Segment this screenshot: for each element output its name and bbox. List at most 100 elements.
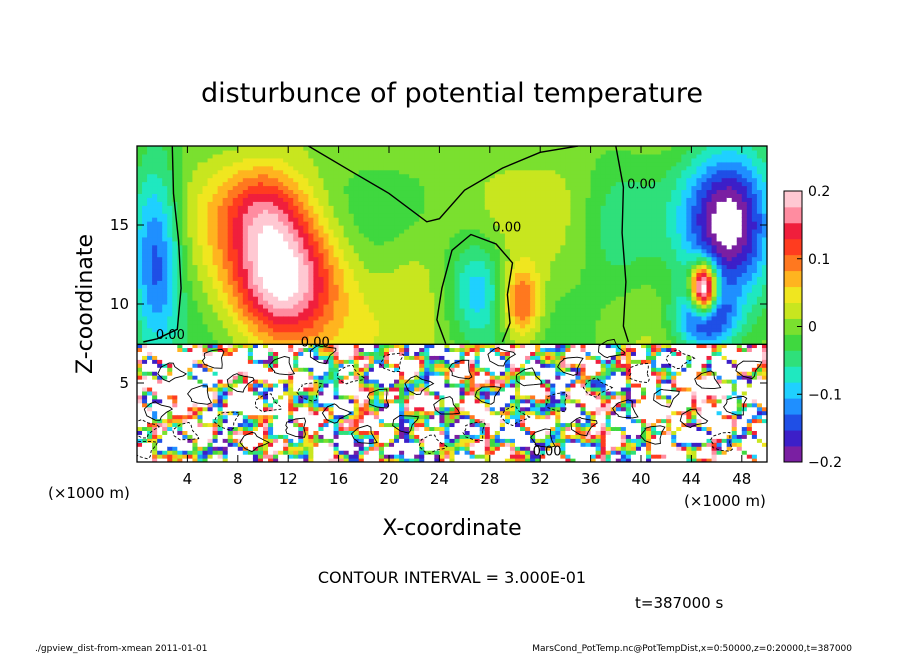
heatmap-cell bbox=[177, 197, 183, 202]
heatmap-cell bbox=[358, 311, 365, 317]
heatmap-cell bbox=[404, 288, 410, 293]
heatmap-cell bbox=[242, 390, 249, 396]
heatmap-cell bbox=[207, 165, 214, 171]
heatmap-cell bbox=[394, 181, 400, 187]
heatmap-cell bbox=[247, 252, 254, 258]
heatmap-cell bbox=[172, 323, 178, 329]
heatmap-cell bbox=[142, 398, 148, 404]
heatmap-cell bbox=[247, 383, 254, 388]
heatmap-cell bbox=[237, 221, 244, 226]
heatmap-cell bbox=[227, 363, 234, 368]
heatmap-cell bbox=[177, 173, 183, 179]
heatmap-cell bbox=[389, 280, 395, 285]
heatmap-cell bbox=[303, 434, 309, 439]
heatmap-cell bbox=[152, 446, 158, 451]
heatmap-cell bbox=[197, 292, 204, 297]
heatmap-cell bbox=[278, 252, 284, 258]
heatmap-cell bbox=[389, 272, 395, 277]
heatmap-cell bbox=[177, 406, 183, 412]
heatmap-cell bbox=[263, 209, 269, 214]
heatmap-cell bbox=[298, 221, 304, 226]
heatmap-cell bbox=[142, 292, 148, 297]
heatmap-cell bbox=[444, 426, 451, 431]
heatmap-cell bbox=[288, 351, 294, 356]
heatmap-cell bbox=[283, 197, 289, 202]
heatmap-cell bbox=[338, 153, 345, 159]
heatmap-cell bbox=[404, 252, 410, 258]
heatmap-cell bbox=[273, 244, 279, 250]
heatmap-cell bbox=[444, 454, 451, 459]
heatmap-cell bbox=[313, 193, 320, 198]
heatmap-cell bbox=[247, 201, 254, 206]
heatmap-cell bbox=[353, 264, 360, 270]
heatmap-cell bbox=[247, 169, 254, 175]
heatmap-cell bbox=[278, 426, 284, 431]
heatmap-cell bbox=[293, 260, 299, 266]
heatmap-cell bbox=[268, 430, 274, 435]
heatmap-cell bbox=[333, 438, 340, 443]
heatmap-cell bbox=[288, 173, 294, 179]
heatmap-cell bbox=[232, 260, 239, 266]
heatmap-cell bbox=[338, 371, 345, 376]
heatmap-cell bbox=[212, 232, 219, 238]
heatmap-cell bbox=[318, 228, 325, 234]
heatmap-cell bbox=[172, 288, 178, 293]
heatmap-cell bbox=[283, 363, 289, 368]
heatmap-cell bbox=[409, 339, 415, 345]
heatmap-cell bbox=[157, 355, 163, 360]
heatmap-cell bbox=[328, 307, 335, 313]
heatmap-cell bbox=[167, 319, 173, 325]
heatmap-cell bbox=[419, 157, 425, 163]
heatmap-cell bbox=[338, 304, 345, 309]
heatmap-cell bbox=[247, 418, 254, 424]
heatmap-cell bbox=[298, 386, 304, 392]
heatmap-cell bbox=[247, 276, 254, 281]
heatmap-cell bbox=[237, 414, 244, 420]
heatmap-cell bbox=[414, 165, 420, 171]
heatmap-cell bbox=[353, 248, 360, 254]
heatmap-cell bbox=[419, 177, 425, 183]
heatmap-cell bbox=[429, 430, 435, 435]
heatmap-cell bbox=[353, 288, 360, 293]
heatmap-cell bbox=[232, 422, 239, 428]
heatmap-cell bbox=[419, 221, 425, 226]
heatmap-cell bbox=[137, 236, 143, 242]
heatmap-cell bbox=[348, 422, 355, 428]
heatmap-cell bbox=[202, 398, 209, 404]
heatmap-cell bbox=[172, 406, 178, 412]
heatmap-cell bbox=[353, 418, 360, 424]
heatmap-cell bbox=[298, 248, 304, 254]
heatmap-cell bbox=[328, 146, 335, 151]
heatmap-cell bbox=[429, 446, 435, 451]
heatmap-cell bbox=[237, 288, 244, 293]
heatmap-cell bbox=[212, 406, 219, 412]
heatmap-cell bbox=[242, 264, 249, 270]
heatmap-cell bbox=[242, 177, 249, 183]
heatmap-cell bbox=[308, 414, 314, 420]
heatmap-cell bbox=[207, 284, 214, 289]
heatmap-cell bbox=[227, 351, 234, 356]
heatmap-cell bbox=[142, 146, 148, 151]
heatmap-cell bbox=[232, 442, 239, 447]
heatmap-cell bbox=[303, 355, 309, 360]
heatmap-cell bbox=[137, 383, 143, 388]
heatmap-cell bbox=[434, 383, 440, 388]
heatmap-cell bbox=[162, 418, 168, 424]
heatmap-cell bbox=[343, 454, 350, 459]
heatmap-cell bbox=[323, 276, 330, 281]
heatmap-cell bbox=[373, 252, 380, 258]
heatmap-cell bbox=[419, 165, 425, 171]
heatmap-cell bbox=[222, 335, 229, 341]
heatmap-cell bbox=[303, 339, 309, 345]
heatmap-cell bbox=[177, 221, 183, 226]
heatmap-cell bbox=[308, 252, 314, 258]
heatmap-cell bbox=[373, 232, 380, 238]
heatmap-cell bbox=[212, 430, 219, 435]
heatmap-cell bbox=[323, 347, 330, 352]
heatmap-cell bbox=[217, 260, 224, 266]
heatmap-cell bbox=[383, 240, 390, 246]
heatmap-cell bbox=[278, 288, 284, 293]
heatmap-cell bbox=[404, 193, 410, 198]
heatmap-cell bbox=[298, 153, 304, 159]
heatmap-cell bbox=[383, 149, 390, 155]
